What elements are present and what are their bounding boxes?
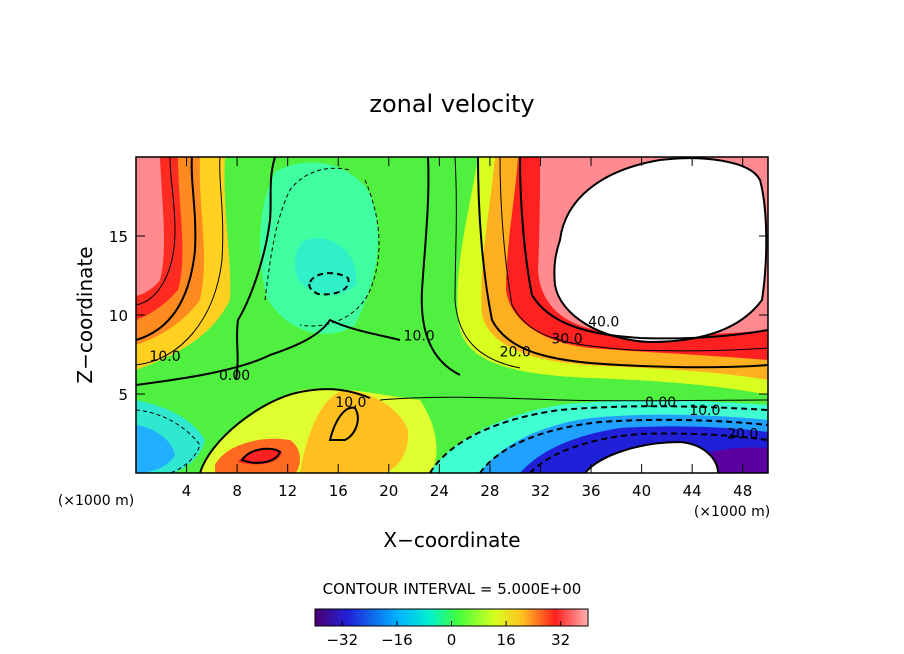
contour-line [240,447,282,464]
contour-line [420,157,461,376]
colorbar-tick-label: 0 [447,631,457,649]
x-tick-label: 36 [581,482,600,500]
contour-label: 10.0 [149,349,180,365]
x-unit-right-label: (×1000 m) [694,504,770,520]
contour-label: 0.00 [645,395,676,411]
x-tick-label: 4 [182,482,192,500]
x-tick-label: 16 [329,482,348,500]
x-tick-label: 48 [733,482,752,500]
colorbar-tick-label: 32 [551,631,570,649]
contour-line [477,157,768,369]
contour-label: 10.0 [404,329,435,345]
contour-label: 0.00 [219,368,250,384]
chart-title: zonal velocity [369,90,534,118]
colorbar-tick-label: 16 [497,631,516,649]
x-tick-label: 20 [379,482,398,500]
contour-line [136,318,401,386]
velocity-field: 10.0 0.00 10.0 10.0 20.0 30.0 40.0 0.00 10.0 20.0 [136,157,768,473]
contour-label: 10.0 [335,395,366,411]
x-tick-label: 28 [480,482,499,500]
contour-label: 10.0 [689,403,720,419]
contour-line [136,157,224,366]
contour-labels: 10.0 0.00 10.0 10.0 20.0 30.0 40.0 0.00 10.0 20.0 [149,314,758,442]
y-axis-ticks: 5 10 15 [109,228,768,404]
contour-label: 20.0 [500,344,531,360]
x-tick-label: 40 [632,482,651,500]
upper-white-region [554,158,767,342]
contour-line [199,388,371,473]
contour-line [454,157,521,369]
contour-label: 40.0 [588,314,619,330]
contour-line [136,157,197,341]
contour-line [299,179,380,327]
contour-line [328,406,359,441]
contour-line [499,157,768,352]
y-axis-title: Z−coordinate [73,246,97,383]
x-unit-left-label: (×1000 m) [58,493,134,509]
x-axis-ticks: 4 8 12 16 20 24 28 32 36 40 44 48 [182,157,752,500]
y-tick-label: 5 [118,386,128,404]
colorbar-tick-label: −32 [326,631,358,649]
x-tick-label: 32 [531,482,550,500]
contour-line [235,157,276,381]
x-tick-label: 24 [430,482,449,500]
contour-line [529,432,768,473]
contour-line [519,157,768,340]
contour-line [136,409,201,473]
colorbar-ticks: −32 −16 0 16 32 [326,621,570,649]
contour-lines [136,157,768,473]
lower-white-region [585,442,718,473]
contour-line [308,272,350,296]
x-axis-title: X−coordinate [383,528,520,552]
contour-line [264,167,351,301]
contour-line [429,405,768,473]
field-left-pink [136,157,165,296]
x-tick-label: 12 [278,482,297,500]
contour-line [379,396,768,402]
contour-line [479,418,768,473]
x-tick-label: 8 [232,482,242,500]
y-tick-label: 10 [109,307,128,325]
contour-label: 20.0 [727,427,758,443]
colorbar-tick-label: −16 [381,631,413,649]
field-left-blue [136,425,175,473]
x-tick-label: 44 [683,482,702,500]
contour-line [136,157,176,306]
y-tick-label: 15 [109,228,128,246]
contour-interval-text: CONTOUR INTERVAL = 5.000E+00 [323,580,582,598]
contour-label: 30.0 [551,332,582,348]
contour-line [584,440,719,473]
contour-line [553,157,768,344]
